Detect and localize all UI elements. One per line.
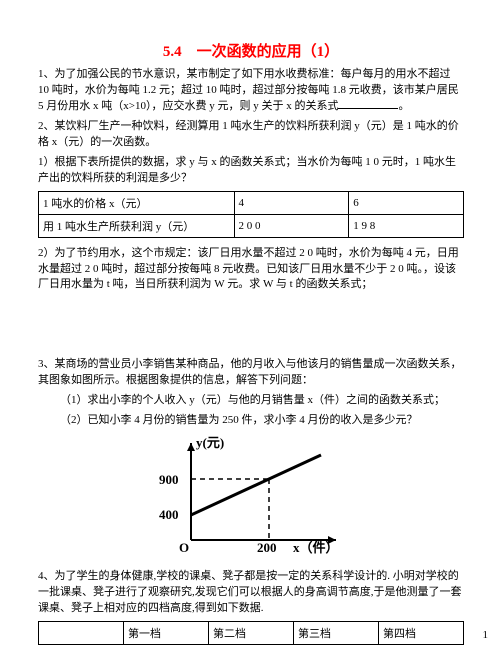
tier-h3: 第三档 [294, 621, 379, 644]
y-arrow [187, 443, 195, 451]
question-3-2: （2）已知小李 4 月份的销售量为 250 件，求小李 4 月份的收入是多少元？ [38, 413, 464, 429]
question-1: 1、为了加强公民的节水意识，某市制定了如下用水收费标准：每户每月的用水不超过 1… [38, 67, 464, 115]
t1-r1c3: 6 [349, 191, 464, 214]
x-tick-200: 200 [257, 540, 277, 555]
t1-r2c2: 2 0 0 [234, 214, 349, 237]
table-row: 1 吨水的价格 x（元） 4 6 [39, 191, 464, 214]
tier-h2: 第二档 [209, 621, 294, 644]
table-row: 第一档 第二档 第三档 第四档 [39, 621, 464, 644]
t1-r1c1: 1 吨水的价格 x（元） [39, 191, 235, 214]
t1-r1c2: 4 [234, 191, 349, 214]
question-2-intro: 2、某饮料厂生产一种饮料，经测算用 1 吨水生产的饮料所获利润 y（元）是 1 … [38, 119, 464, 151]
tier-h1: 第一档 [124, 621, 209, 644]
page-title: 5.4 一次函数的应用（1） [38, 40, 464, 61]
t1-r2c3: 1 9 8 [349, 214, 464, 237]
question-2-1: 1）根据下表所提供的数据，求 y 与 x 的函数关系式；当水价为每吨 1 0 元… [38, 155, 464, 187]
chart-svg: y(元) 900 400 O 200 x（件） [151, 435, 351, 555]
question-2-2: 2）为了节约用水，这个市规定：该厂日用水量不超过 2 0 吨时，水价为每吨 4 … [38, 246, 464, 294]
question-3-intro: 3、某商场的营业员小李销售某种商品，他的月收入与他该月的销售量成一次函数关系，其… [38, 357, 464, 389]
q2-table: 1 吨水的价格 x（元） 4 6 用 1 吨水生产所获利润 y（元） 2 0 0… [38, 191, 464, 238]
table-row: 用 1 吨水生产所获利润 y（元） 2 0 0 1 9 8 [39, 214, 464, 237]
tier-blank [39, 621, 124, 644]
question-4: 4、为了学生的身体健康,学校的课桌、凳子都是按一定的关系科学设计的. 小明对学校… [38, 569, 464, 617]
x-axis-label: x（件） [293, 540, 339, 555]
y-tick-900: 900 [159, 472, 179, 487]
q3-chart: y(元) 900 400 O 200 x（件） [38, 435, 464, 559]
question-3-1: （1）求出小李的个人收入 y（元）与他的月销售量 x（件）之间的函数关系式； [38, 393, 464, 409]
q1-text: 1、为了加强公民的节水意识，某市制定了如下用水收费标准：每户每月的用水不超过 1… [38, 68, 459, 112]
t1-r2c1: 用 1 吨水生产所获利润 y（元） [39, 214, 235, 237]
workspace-gap [38, 297, 464, 357]
y-axis-label: y(元) [196, 435, 224, 450]
page-number: 1 [483, 629, 489, 641]
q1-blank [338, 108, 398, 109]
origin-label: O [179, 540, 189, 555]
y-tick-400: 400 [159, 507, 179, 522]
tier-h4: 第四档 [379, 621, 464, 644]
q4-table: 第一档 第二档 第三档 第四档 [38, 621, 464, 645]
chart-line [191, 455, 321, 515]
